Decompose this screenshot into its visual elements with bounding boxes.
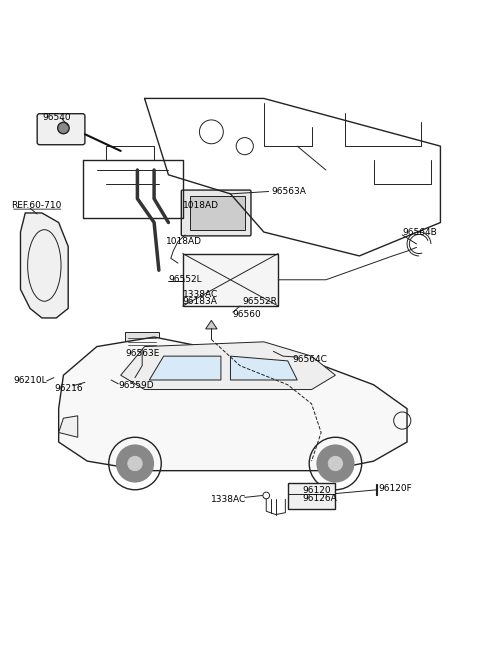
Text: 96540: 96540: [42, 113, 71, 122]
Circle shape: [58, 122, 69, 134]
Text: REF.60-710: REF.60-710: [11, 201, 61, 210]
Text: 96559D: 96559D: [118, 381, 154, 390]
Text: 96126A: 96126A: [302, 494, 337, 503]
Polygon shape: [149, 356, 221, 380]
Circle shape: [316, 445, 355, 483]
Text: 96563A: 96563A: [271, 187, 306, 196]
Bar: [183, 253, 278, 306]
Polygon shape: [59, 416, 78, 438]
Text: 1338AC: 1338AC: [183, 290, 218, 299]
Polygon shape: [21, 213, 68, 318]
Polygon shape: [120, 342, 336, 390]
Text: 1018AD: 1018AD: [183, 201, 219, 210]
Text: 96210L: 96210L: [13, 377, 47, 385]
Text: 96552L: 96552L: [168, 275, 202, 284]
Text: 96560: 96560: [233, 310, 262, 318]
Text: 96183A: 96183A: [183, 297, 217, 307]
Circle shape: [271, 348, 276, 353]
Text: 96120: 96120: [302, 486, 331, 495]
Circle shape: [128, 457, 142, 471]
Text: 96552R: 96552R: [242, 297, 277, 307]
Bar: [376, 483, 377, 495]
Text: 1338AC: 1338AC: [211, 495, 247, 504]
Bar: [190, 196, 245, 230]
Bar: [288, 483, 336, 509]
FancyBboxPatch shape: [181, 190, 251, 236]
Polygon shape: [230, 356, 297, 380]
Text: 96120F: 96120F: [378, 484, 412, 493]
Circle shape: [116, 445, 154, 483]
Circle shape: [328, 457, 343, 471]
Polygon shape: [59, 337, 407, 471]
Text: 96216: 96216: [54, 384, 83, 392]
Text: 96563E: 96563E: [125, 349, 160, 358]
Bar: [125, 332, 159, 349]
Text: 96564B: 96564B: [402, 227, 437, 236]
Text: 96564C: 96564C: [292, 356, 327, 364]
Polygon shape: [205, 320, 217, 329]
FancyBboxPatch shape: [37, 114, 85, 145]
Text: 1018AD: 1018AD: [166, 237, 202, 246]
